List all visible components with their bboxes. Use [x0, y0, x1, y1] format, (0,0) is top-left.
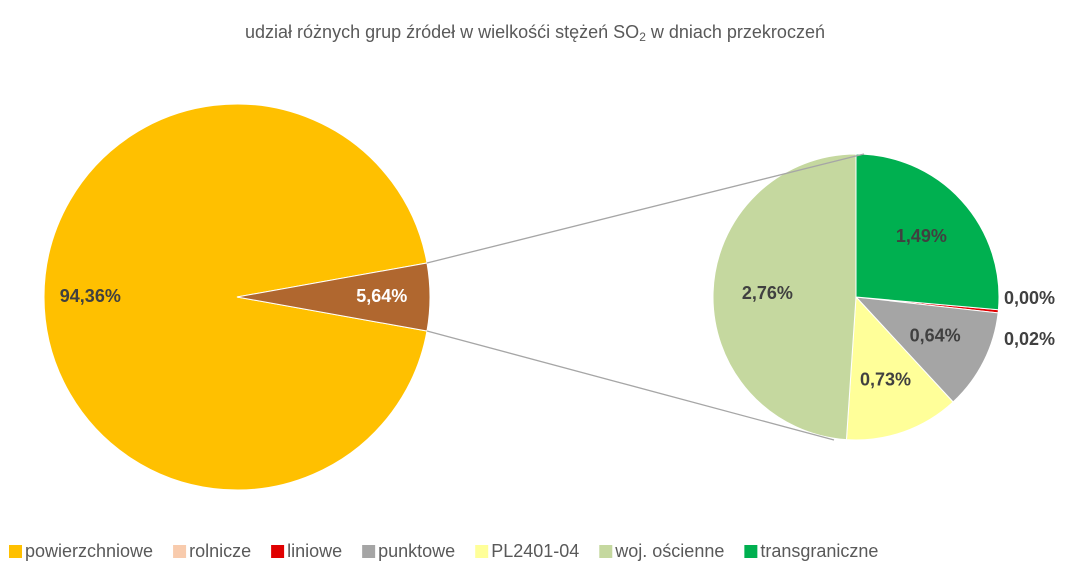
- legend-label: PL2401-04: [491, 541, 579, 561]
- title-subscript: 2: [639, 30, 646, 44]
- data-label: 1,49%: [896, 226, 947, 246]
- chart-title: udział różnych grup źródeł w wielkośći s…: [245, 22, 825, 44]
- data-label: 5,64%: [356, 286, 407, 306]
- legend-label: liniowe: [287, 541, 342, 561]
- pie-slice: [854, 296, 999, 403]
- legend-label: rolnicze: [189, 541, 251, 561]
- title-main: udział różnych grup źródeł w wielkośći s…: [245, 22, 639, 42]
- pie-slice: [43, 103, 428, 491]
- legend-label: woj. ościenne: [614, 541, 724, 561]
- legend-swatch: [271, 545, 285, 558]
- data-label: 0,02%: [1004, 329, 1055, 349]
- legend-swatch: [599, 545, 613, 558]
- legend-label: punktowe: [378, 541, 455, 561]
- data-label: 0,73%: [860, 369, 911, 389]
- data-label: 2,76%: [742, 283, 793, 303]
- title-end: w dniach przekroczeń: [646, 22, 825, 42]
- legend-swatch: [744, 545, 758, 558]
- connector-line: [426, 153, 865, 264]
- data-label: 0,64%: [910, 326, 961, 346]
- connector-line: [426, 330, 835, 441]
- data-label: 0,00%: [1004, 288, 1055, 308]
- pie-slice: [855, 153, 1000, 311]
- legend-label: transgraniczne: [760, 541, 878, 561]
- legend-label: powierzchniowe: [25, 541, 153, 561]
- pie-slice: [236, 262, 431, 332]
- legend-swatch: [362, 545, 376, 558]
- legend-swatch: [475, 545, 489, 558]
- data-label: 94,36%: [60, 286, 121, 306]
- pie-slice: [712, 153, 857, 441]
- legend-swatch: [173, 545, 187, 558]
- pie-slice: [845, 295, 954, 441]
- legend-swatch: [9, 545, 22, 558]
